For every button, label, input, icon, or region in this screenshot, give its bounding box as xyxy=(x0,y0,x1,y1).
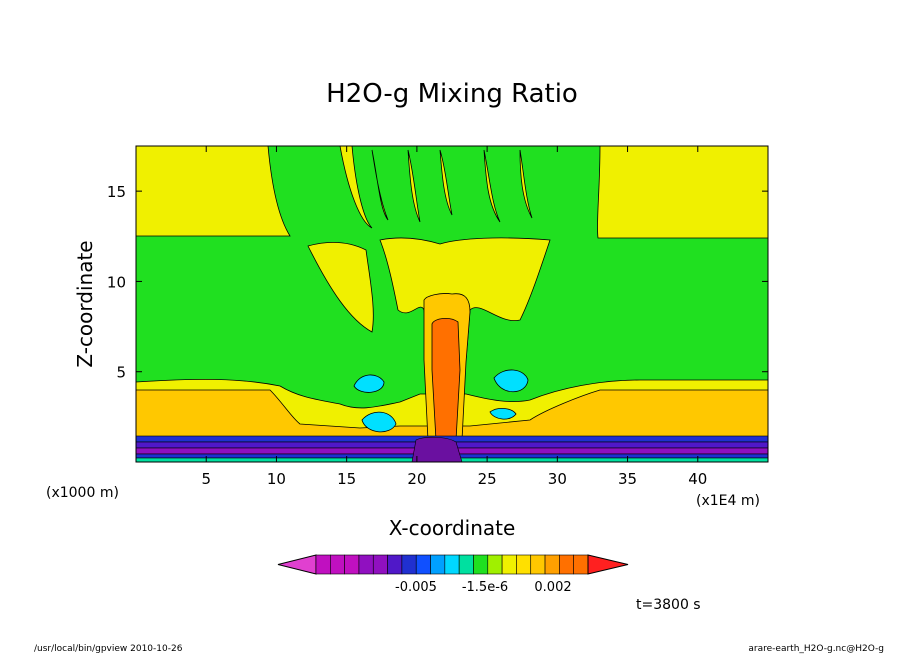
colorbar xyxy=(277,554,629,575)
region-cyan xyxy=(489,408,517,420)
colorbar-swatch xyxy=(501,554,517,575)
colorbar-swatch xyxy=(444,554,460,575)
x-unit-label: (x1000 m) xyxy=(46,485,119,501)
colorbar-swatch xyxy=(573,554,589,575)
x-tick-label: 30 xyxy=(548,470,567,488)
x-scale-label: (x1E4 m) xyxy=(696,493,760,509)
x-tick-label: 40 xyxy=(688,470,707,488)
region-yellow xyxy=(519,149,533,219)
footer-left: /usr/local/bin/gpview 2010-10-26 xyxy=(34,644,183,654)
region-yellow xyxy=(439,149,453,216)
x-tick-label: 10 xyxy=(267,470,286,488)
colorbar-label: -1.5e-6 xyxy=(462,580,508,595)
contour-field xyxy=(135,145,769,463)
region-cyan xyxy=(353,374,385,393)
region-dark-band xyxy=(411,436,463,462)
colorbar-swatch xyxy=(315,554,331,575)
region-cyan xyxy=(493,369,529,393)
region-yellow xyxy=(307,242,374,333)
region-yellow xyxy=(371,149,389,221)
x-axis: 5 10 15 20 25 30 35 40 xyxy=(201,146,707,488)
colorbar-label: 0.002 xyxy=(534,580,571,595)
colorbar-swatch xyxy=(277,554,317,575)
colorbar-swatch xyxy=(559,554,574,575)
colorbar-swatch xyxy=(587,554,629,575)
x-axis-label: X-coordinate xyxy=(389,516,516,540)
x-tick-label: 35 xyxy=(618,470,637,488)
y-tick-label: 5 xyxy=(116,364,126,382)
y-axis-label: Z-coordinate xyxy=(73,240,97,367)
colorbar-swatch xyxy=(330,554,345,575)
region-light-orange xyxy=(136,389,768,441)
colorbar-swatch xyxy=(430,554,446,575)
colorbar-swatch xyxy=(544,554,560,575)
chart-title: H2O-g Mixing Ratio xyxy=(326,79,578,109)
region-yellow xyxy=(483,149,501,223)
x-tick-label: 25 xyxy=(478,470,497,488)
colorbar-swatch xyxy=(401,554,417,575)
region-yellow xyxy=(339,146,373,229)
colorbar-swatch xyxy=(372,554,388,575)
colorbar-swatch xyxy=(358,554,374,575)
x-tick-label: 15 xyxy=(337,470,356,488)
colorbar-swatch xyxy=(387,554,403,575)
colorbar-swatch xyxy=(516,554,532,575)
y-tick-label: 15 xyxy=(107,183,126,201)
colorbar-swatch xyxy=(458,554,474,575)
x-tick-label: 20 xyxy=(407,470,426,488)
x-tick-label: 5 xyxy=(201,470,211,488)
plot-frame xyxy=(135,145,769,463)
colorbar-label: -0.005 xyxy=(395,580,437,595)
footer-right: arare-earth_H2O-g.nc@H2O-g xyxy=(748,644,884,654)
colorbar-swatch xyxy=(415,554,431,575)
y-tick-label: 10 xyxy=(107,273,126,291)
y-axis: 5 10 15 xyxy=(107,183,768,382)
region-yellow xyxy=(597,146,768,239)
colorbar-swatch xyxy=(344,554,360,575)
region-yellow xyxy=(136,146,291,237)
region-yellow xyxy=(407,149,421,223)
region-cyan xyxy=(361,411,397,433)
region-orange xyxy=(431,318,461,441)
colorbar-swatch xyxy=(487,554,503,575)
colorbar-swatch xyxy=(530,554,546,575)
time-label: t=3800 s xyxy=(636,597,701,613)
colorbar-swatch xyxy=(473,554,489,575)
